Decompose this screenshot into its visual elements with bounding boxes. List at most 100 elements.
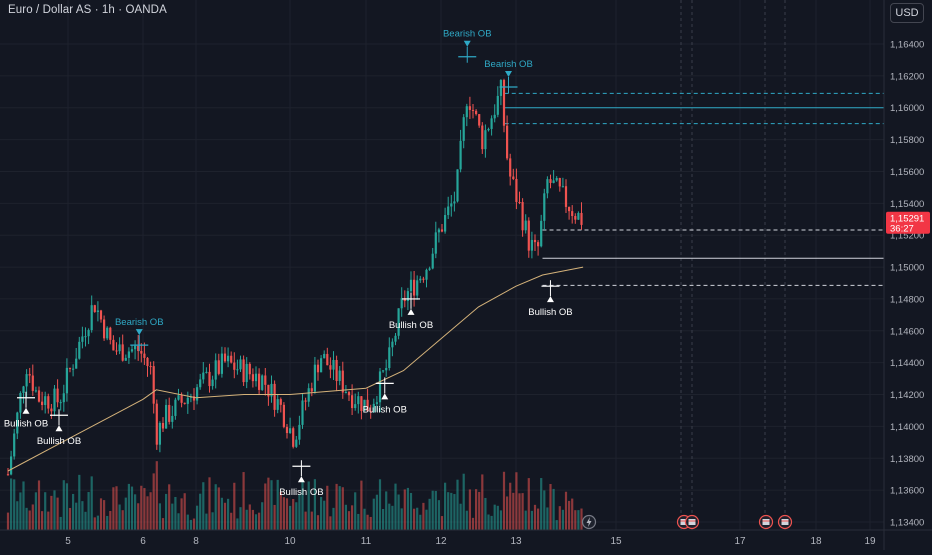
candle-body bbox=[363, 399, 366, 412]
candle-body bbox=[96, 310, 99, 312]
volume-bar bbox=[183, 493, 186, 530]
candle-body bbox=[527, 220, 530, 251]
volume-bar bbox=[310, 511, 313, 530]
volume-bar bbox=[130, 486, 134, 530]
volume-bar bbox=[158, 503, 161, 530]
annotations: Bullish OB Bullish OB Bearish OB Bullish OB… bbox=[4, 29, 573, 498]
volume-bar bbox=[335, 483, 338, 530]
volume-bar bbox=[360, 480, 363, 530]
x-tick-label: 17 bbox=[734, 536, 746, 547]
volume-bar bbox=[65, 483, 68, 530]
volume-bar bbox=[47, 511, 50, 530]
volume-bar bbox=[22, 481, 25, 530]
candle-body bbox=[75, 358, 78, 369]
candle-body bbox=[419, 278, 422, 281]
volume-bar bbox=[313, 479, 316, 530]
volume-bar bbox=[375, 494, 378, 530]
volume-bar bbox=[261, 502, 264, 530]
volume-bar bbox=[220, 497, 223, 530]
candle-body bbox=[93, 305, 96, 312]
volume-bar bbox=[431, 490, 434, 530]
volume-bar bbox=[440, 516, 444, 530]
volume-bar bbox=[124, 497, 127, 530]
candle-body bbox=[220, 353, 223, 374]
candle-body bbox=[130, 349, 134, 352]
volume-bar bbox=[564, 491, 568, 530]
volume-bar bbox=[180, 498, 183, 530]
candle-body bbox=[90, 305, 93, 331]
volume-bar bbox=[329, 516, 332, 530]
volume-bar bbox=[177, 513, 180, 530]
candle-body bbox=[546, 179, 549, 194]
level-lines bbox=[504, 92, 884, 286]
candles[interactable] bbox=[6, 78, 583, 476]
volume-bar bbox=[561, 509, 564, 530]
volume-bar bbox=[400, 508, 403, 530]
volume-bar bbox=[533, 504, 537, 530]
candle-body bbox=[199, 379, 202, 388]
volume-bar bbox=[347, 511, 351, 530]
volume-bar bbox=[134, 494, 137, 530]
volume-bar bbox=[295, 502, 298, 530]
candle-body bbox=[62, 393, 65, 403]
candle-body bbox=[208, 371, 211, 387]
candle-body bbox=[490, 118, 493, 129]
candle-body bbox=[552, 180, 555, 183]
candle-body bbox=[310, 388, 313, 392]
volume-bar bbox=[267, 477, 270, 530]
volume-bar bbox=[233, 482, 236, 530]
x-tick-label: 11 bbox=[361, 536, 372, 547]
volume-bar bbox=[62, 480, 65, 530]
bearish-ob-icon bbox=[505, 71, 512, 78]
volume-bar bbox=[475, 489, 478, 530]
candle-body bbox=[564, 186, 568, 207]
candle-body bbox=[403, 298, 406, 302]
volume-bar bbox=[499, 510, 502, 530]
volume-bar bbox=[571, 498, 574, 530]
candle-body bbox=[248, 363, 251, 375]
volume-bar bbox=[127, 483, 130, 530]
candle-body bbox=[19, 392, 22, 413]
volume-bar bbox=[59, 516, 62, 530]
bullish-ob-label: Bullish OB bbox=[389, 320, 433, 331]
volume-bar bbox=[227, 498, 230, 530]
candle-body bbox=[267, 384, 270, 397]
volume-bar bbox=[6, 512, 10, 530]
candle-body bbox=[344, 392, 347, 394]
volume-bar bbox=[444, 482, 447, 530]
candle-body bbox=[161, 423, 165, 429]
volume-bar bbox=[106, 515, 109, 530]
bullish-ob-label: Bullish OB bbox=[37, 436, 81, 447]
candle-body bbox=[171, 415, 174, 422]
volume-bar bbox=[484, 497, 487, 530]
x-tick-label: 8 bbox=[193, 536, 199, 547]
candle-body bbox=[109, 327, 112, 340]
candle-body bbox=[434, 232, 437, 254]
volume-bar bbox=[552, 488, 555, 530]
candle-body bbox=[447, 206, 450, 216]
candle-body bbox=[140, 350, 143, 354]
candle-body bbox=[25, 374, 28, 387]
lightning-icon-glyph bbox=[586, 517, 592, 527]
y-tick-label: 1,16400 bbox=[890, 40, 924, 51]
candle-body bbox=[146, 357, 149, 367]
candle-body bbox=[165, 404, 168, 429]
volume-bar bbox=[518, 493, 521, 530]
candle-body bbox=[335, 359, 338, 381]
candle-body bbox=[186, 397, 189, 404]
candle-body bbox=[351, 395, 354, 409]
candle-body bbox=[270, 383, 273, 397]
candle-body bbox=[264, 375, 267, 385]
y-tick-label: 1,15400 bbox=[890, 199, 924, 210]
volume-bar bbox=[481, 474, 484, 530]
volume-bar bbox=[453, 494, 456, 530]
candle-body bbox=[496, 95, 499, 115]
bearish-ob-icon bbox=[135, 329, 143, 336]
x-tick-label: 18 bbox=[810, 536, 822, 547]
currency-button[interactable]: USD bbox=[890, 3, 924, 23]
y-tick-label: 1,16200 bbox=[890, 71, 924, 82]
volume-bar bbox=[285, 498, 289, 530]
volume-bar bbox=[369, 516, 372, 530]
